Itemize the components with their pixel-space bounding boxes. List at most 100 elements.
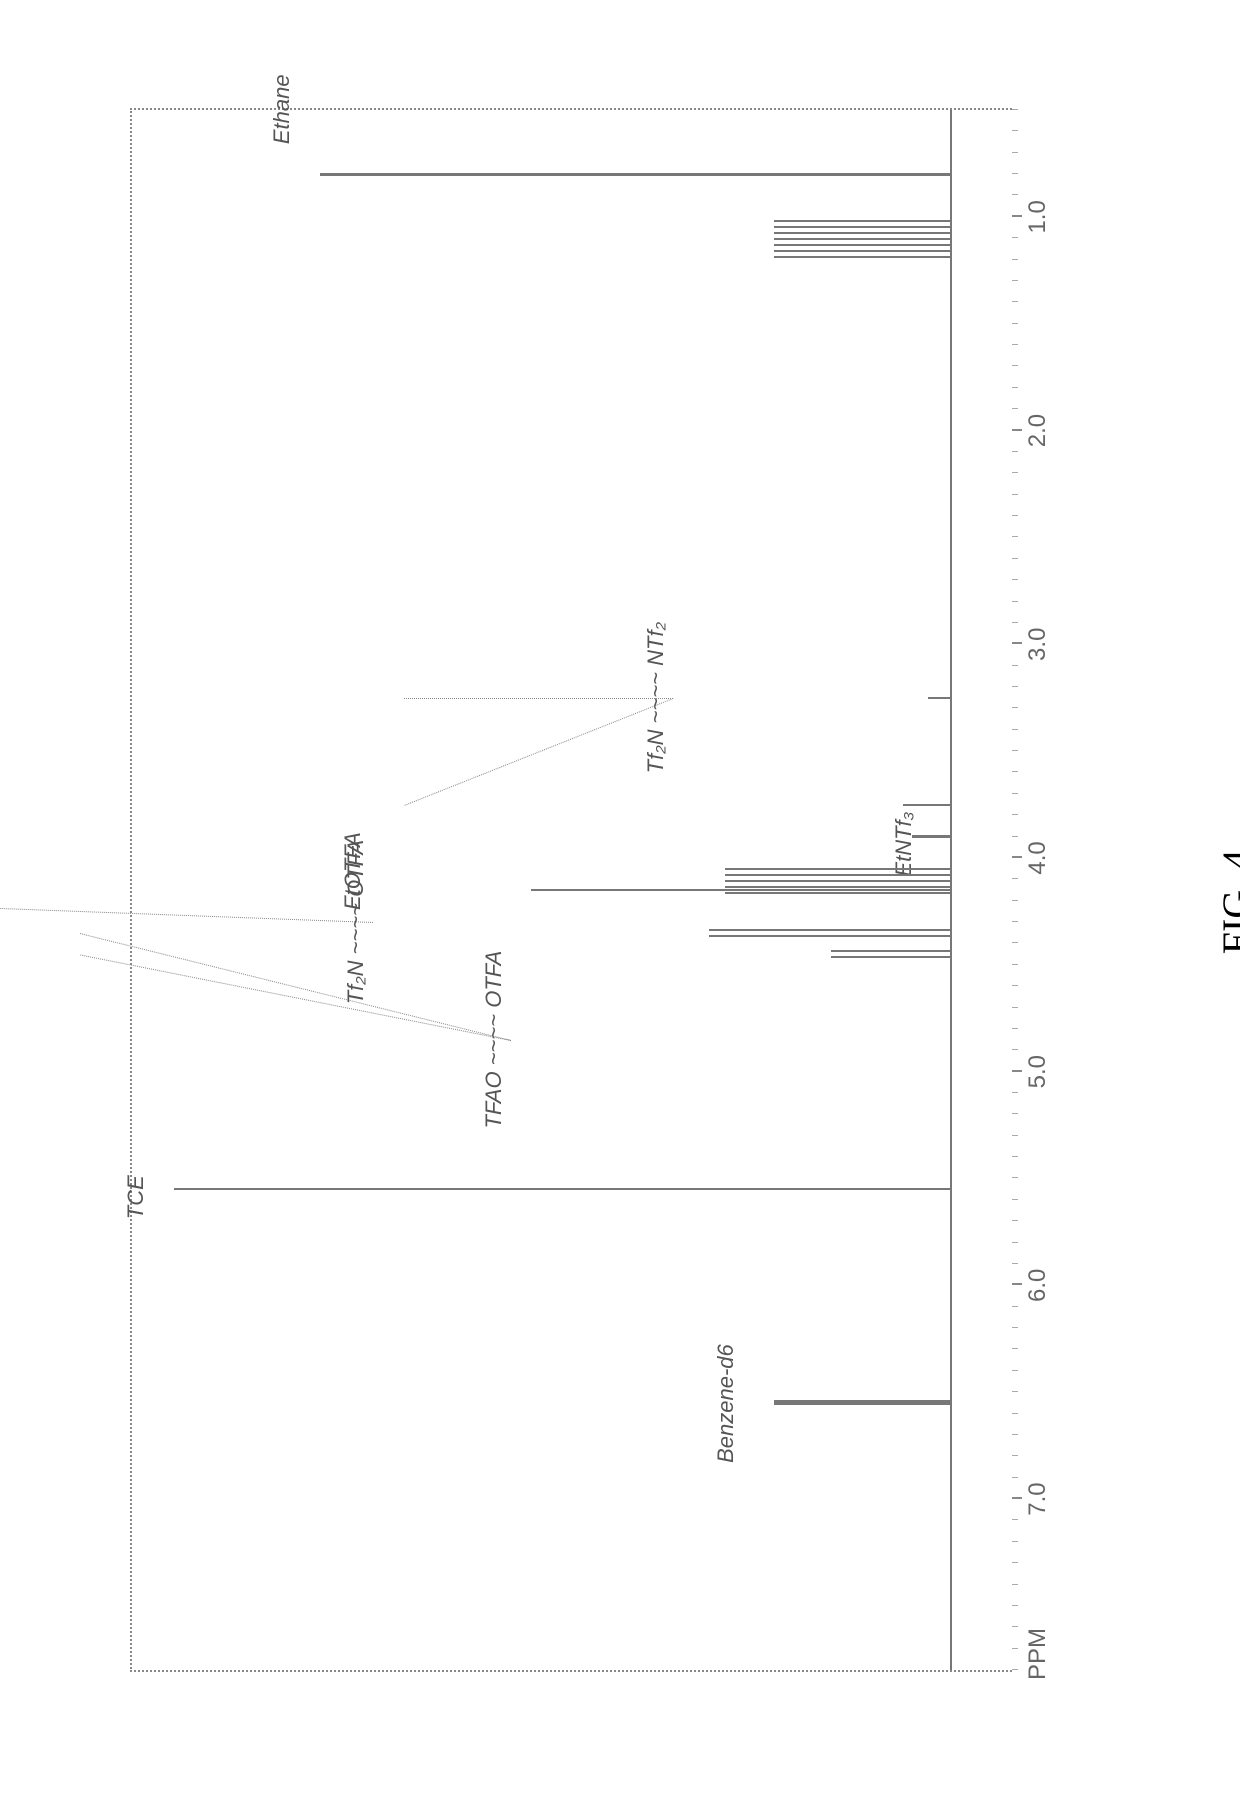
tick-minor: [1012, 665, 1018, 666]
peak-label-tce: TCE: [123, 1175, 149, 1219]
tick-major: [1012, 856, 1022, 858]
tick-minor: [1012, 878, 1018, 879]
tick-minor: [1012, 301, 1018, 302]
leader-line: [80, 932, 511, 1041]
tick-minor: [1012, 1113, 1018, 1114]
tick-major: [1012, 429, 1022, 431]
tick-minor: [1012, 1391, 1018, 1392]
peak-ntf2: [928, 697, 952, 699]
plot-area: 1.02.03.04.05.06.07.0PPMEthaneEtNTf₃EtOT…: [130, 108, 1012, 1672]
leader-line: [80, 953, 511, 1040]
tick-minor: [1012, 1477, 1018, 1478]
tick-minor: [1012, 921, 1018, 922]
tick-minor: [1012, 1413, 1018, 1414]
peak-label-ethane: Ethane: [269, 74, 295, 144]
tick-minor: [1012, 1242, 1018, 1243]
tick-minor: [1012, 1605, 1018, 1606]
peak-tf2n: [903, 804, 952, 806]
tick-minor: [1012, 1519, 1018, 1520]
tick-minor: [1012, 601, 1018, 602]
axis-label: PPM: [1024, 1628, 1052, 1680]
peak-ethane: [320, 173, 952, 176]
tick-minor: [1012, 323, 1018, 324]
tick-label: 2.0: [1024, 414, 1052, 447]
tick-minor: [1012, 1306, 1018, 1307]
leader-line: [0, 900, 373, 923]
tick-minor: [1012, 1648, 1018, 1649]
tick-minor: [1012, 793, 1018, 794]
tick-minor: [1012, 194, 1018, 195]
tick-minor: [1012, 729, 1018, 730]
tick-minor: [1012, 494, 1018, 495]
tick-minor: [1012, 707, 1018, 708]
tick-minor: [1012, 1348, 1018, 1349]
tick-minor: [1012, 1626, 1018, 1627]
tick-major: [1012, 215, 1022, 217]
tick-major: [1012, 642, 1022, 644]
peak-multiplet1: [774, 218, 952, 258]
chart-inner: 1.02.03.04.05.06.07.0PPMEthaneEtNTf₃EtOT…: [70, 52, 1170, 1752]
tick-minor: [1012, 900, 1018, 901]
tick-minor: [1012, 1562, 1018, 1563]
tick-minor: [1012, 1434, 1018, 1435]
tick-minor: [1012, 771, 1018, 772]
peak-cluster4b: [709, 929, 952, 937]
tick-minor: [1012, 451, 1018, 452]
peak-etotfa: [531, 889, 952, 891]
tick-label: 6.0: [1024, 1269, 1052, 1302]
tick-minor: [1012, 942, 1018, 943]
tick-major: [1012, 1497, 1022, 1499]
tick-minor: [1012, 1327, 1018, 1328]
figure-caption: FIG. 4: [1213, 850, 1240, 954]
tick-minor: [1012, 750, 1018, 751]
tick-minor: [1012, 814, 1018, 815]
tick-minor: [1012, 1049, 1018, 1050]
tick-minor: [1012, 622, 1018, 623]
tick-minor: [1012, 1455, 1018, 1456]
peak-label-benzene: Benzene-d6: [713, 1344, 739, 1463]
tick-minor: [1012, 152, 1018, 153]
tick-minor: [1012, 1220, 1018, 1221]
tick-label: 1.0: [1024, 200, 1052, 233]
peak-cluster4c: [831, 950, 953, 958]
tick-label: 4.0: [1024, 841, 1052, 874]
tick-minor: [1012, 387, 1018, 388]
tick-minor: [1012, 1370, 1018, 1371]
tick-minor: [1012, 515, 1018, 516]
tick-minor: [1012, 964, 1018, 965]
tick-minor: [1012, 365, 1018, 366]
tick-minor: [1012, 1092, 1018, 1093]
tick-minor: [1012, 985, 1018, 986]
tick-label: 7.0: [1024, 1482, 1052, 1515]
leader-line: [404, 697, 673, 699]
tick-minor: [1012, 1135, 1018, 1136]
tick-minor: [1012, 1669, 1018, 1670]
tick-minor: [1012, 1028, 1018, 1029]
tick-minor: [1012, 130, 1018, 131]
nmr-spectrum-figure: 1.02.03.04.05.06.07.0PPMEthaneEtNTf₃EtOT…: [0, 282, 1240, 1522]
tick-label: 5.0: [1024, 1055, 1052, 1088]
tick-minor: [1012, 259, 1018, 260]
tick-minor: [1012, 173, 1018, 174]
tick-minor: [1012, 1541, 1018, 1542]
peak-eintf3: [912, 835, 953, 838]
tick-minor: [1012, 558, 1018, 559]
tick-minor: [1012, 280, 1018, 281]
tick-minor: [1012, 1156, 1018, 1157]
tick-minor: [1012, 836, 1018, 837]
tick-major: [1012, 1283, 1022, 1285]
peak-benzene: [774, 1400, 952, 1405]
tick-major: [1012, 1070, 1022, 1072]
tick-minor: [1012, 408, 1018, 409]
leader-line: [404, 697, 673, 806]
tick-label: 3.0: [1024, 628, 1052, 661]
tick-minor: [1012, 109, 1018, 110]
tick-minor: [1012, 1007, 1018, 1008]
tick-minor: [1012, 686, 1018, 687]
tick-minor: [1012, 536, 1018, 537]
tick-minor: [1012, 1263, 1018, 1264]
tick-minor: [1012, 1178, 1018, 1179]
tick-minor: [1012, 237, 1018, 238]
peak-tce: [174, 1188, 952, 1190]
tick-minor: [1012, 472, 1018, 473]
